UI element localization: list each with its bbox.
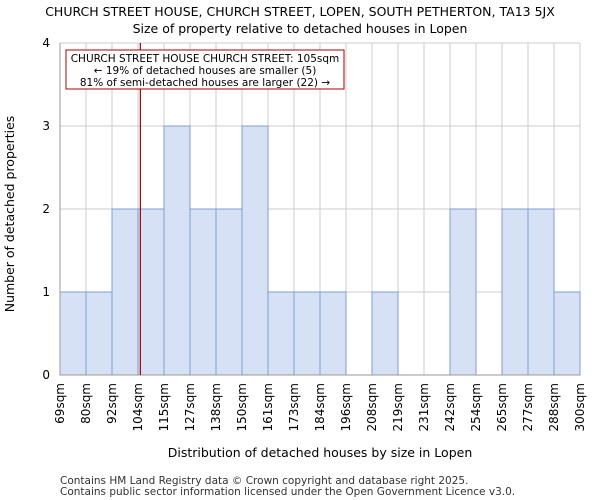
bar-127sqm [189,208,217,376]
x-tick-label: 242sqm [443,383,457,431]
x-tick-label: 196sqm [339,383,353,431]
y-tick-label: 0 [42,368,50,382]
y-tick-label: 4 [42,36,50,50]
x-tick-label: 69sqm [53,383,67,424]
footer-line-2: Contains public sector information licen… [60,486,515,498]
x-tick-label: 127sqm [183,383,197,431]
bar-242sqm [449,208,477,376]
y-axis-label: Number of detached properties [2,116,17,313]
x-tick-label: 115sqm [157,383,171,431]
bar-138sqm [215,208,243,376]
y-tick-label: 3 [42,119,50,133]
footer-line-1: Contains HM Land Registry data © Crown c… [60,475,468,487]
x-tick-label: 288sqm [547,383,561,431]
annotation-line-2: ← 19% of detached houses are smaller (5) [94,65,317,77]
bars [59,125,581,376]
x-tick-label: 104sqm [131,383,145,431]
y-tick-label: 1 [42,285,50,299]
bar-288sqm [553,291,581,376]
bar-184sqm [319,291,347,376]
chart-title: CHURCH STREET HOUSE, CHURCH STREET, LOPE… [45,4,555,19]
annotation-border [65,49,345,90]
x-tick-label: 300sqm [573,383,587,431]
bar-208sqm [371,291,399,376]
annotation-line-3: 81% of semi-detached houses are larger (… [80,77,331,89]
x-tick-label: 208sqm [365,383,379,431]
x-tick-label: 150sqm [235,383,249,431]
annotation-line-1: CHURCH STREET HOUSE CHURCH STREET: 105sq… [71,53,340,65]
bar-69sqm [59,291,87,376]
bar-80sqm [85,291,113,376]
x-tick-label: 80sqm [79,383,93,424]
bar-265sqm [501,208,529,376]
x-tick-labels: 69sqm 80sqm 92sqm 104sqm 115sqm 127sqm 138sqm 1… [53,383,587,431]
chart-subtitle: Size of property relative to detached ho… [133,21,468,36]
x-axis-label: Distribution of detached houses by size … [168,445,473,460]
bar-150sqm [241,125,269,376]
x-tick-label: 173sqm [287,383,301,431]
x-tick-label: 265sqm [495,383,509,431]
x-tick-label: 219sqm [391,383,405,431]
x-tick-label: 92sqm [105,383,119,424]
x-tick-label: 161sqm [261,383,275,431]
axes [59,43,580,376]
bar-92sqm [111,208,139,376]
bar-104sqm [137,208,165,376]
bar-161sqm [267,291,295,376]
y-tick-label: 2 [42,202,50,216]
x-tick-label: 184sqm [313,383,327,431]
y-tick-labels: 0 1 2 3 4 [42,36,50,382]
x-tick-label: 231sqm [417,383,431,431]
x-tick-label: 254sqm [469,383,483,431]
annotation-box: CHURCH STREET HOUSE CHURCH STREET: 105sq… [65,49,345,90]
bar-115sqm [163,125,191,376]
bar-277sqm [527,208,555,376]
bar-173sqm [293,291,321,376]
x-tick-label: 138sqm [209,383,223,431]
x-tick-label: 277sqm [521,383,535,431]
